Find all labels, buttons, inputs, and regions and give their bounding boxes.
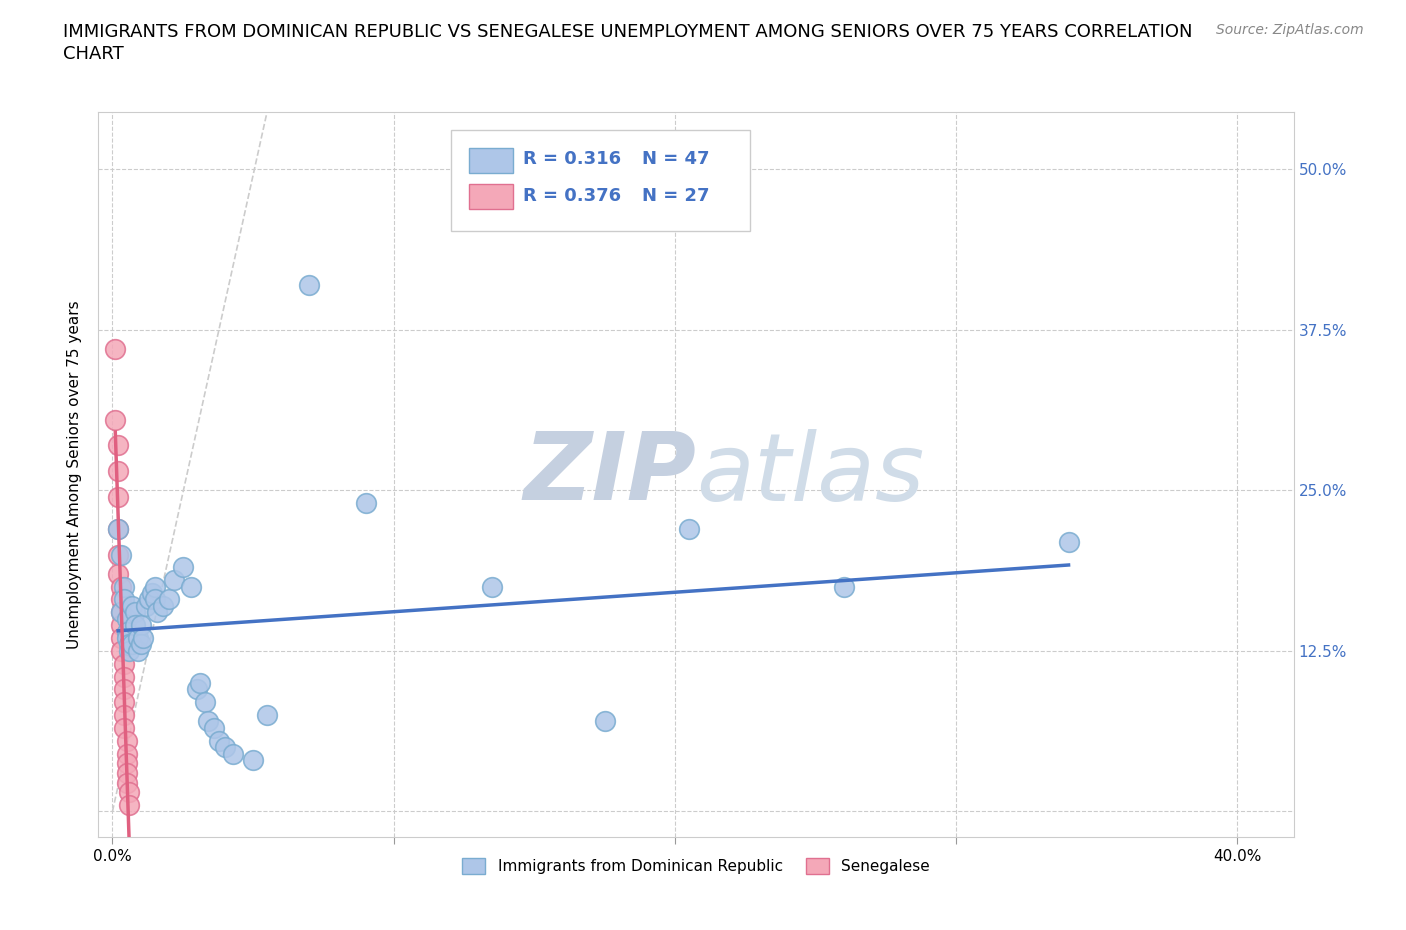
Point — [118, 797, 141, 812]
Point — [112, 695, 135, 710]
Point — [112, 657, 135, 671]
Point — [194, 695, 217, 710]
Point — [481, 579, 503, 594]
Text: R = 0.316: R = 0.316 — [523, 151, 621, 168]
FancyBboxPatch shape — [451, 130, 749, 232]
Point — [256, 708, 278, 723]
Point — [118, 785, 141, 800]
Text: R = 0.376: R = 0.376 — [523, 187, 621, 205]
Point — [127, 644, 149, 658]
Point — [298, 277, 321, 292]
Point — [115, 733, 138, 748]
Point — [115, 776, 138, 790]
Point — [107, 547, 129, 562]
Point — [115, 746, 138, 761]
Point — [208, 733, 231, 748]
Point — [121, 599, 143, 614]
Point — [118, 637, 141, 652]
Point — [163, 573, 186, 588]
Text: CHART: CHART — [63, 45, 124, 62]
Point — [138, 592, 160, 607]
Point — [107, 489, 129, 504]
Point — [832, 579, 855, 594]
Text: Source: ZipAtlas.com: Source: ZipAtlas.com — [1216, 23, 1364, 37]
Point — [152, 599, 174, 614]
Point — [110, 631, 132, 645]
Point — [1057, 534, 1080, 549]
Point — [146, 604, 169, 619]
Point — [124, 618, 146, 632]
Point — [157, 592, 180, 607]
Text: IMMIGRANTS FROM DOMINICAN REPUBLIC VS SENEGALESE UNEMPLOYMENT AMONG SENIORS OVER: IMMIGRANTS FROM DOMINICAN REPUBLIC VS SE… — [63, 23, 1192, 41]
Point — [107, 522, 129, 537]
Point — [132, 631, 155, 645]
FancyBboxPatch shape — [470, 184, 513, 209]
Point — [129, 637, 152, 652]
Point — [110, 547, 132, 562]
Text: N = 47: N = 47 — [643, 151, 710, 168]
Point — [115, 624, 138, 639]
Point — [127, 631, 149, 645]
Point — [678, 522, 700, 537]
Point — [121, 637, 143, 652]
Text: atlas: atlas — [696, 429, 924, 520]
Point — [112, 592, 135, 607]
Point — [115, 611, 138, 626]
Point — [112, 682, 135, 697]
Point — [112, 669, 135, 684]
Point — [143, 579, 166, 594]
Point — [110, 604, 132, 619]
Point — [124, 604, 146, 619]
Point — [354, 496, 377, 511]
Point — [129, 618, 152, 632]
Point — [186, 682, 208, 697]
Y-axis label: Unemployment Among Seniors over 75 years: Unemployment Among Seniors over 75 years — [67, 300, 83, 648]
Point — [118, 644, 141, 658]
Legend: Immigrants from Dominican Republic, Senegalese: Immigrants from Dominican Republic, Sene… — [457, 852, 935, 880]
Point — [172, 560, 194, 575]
Point — [115, 755, 138, 770]
Point — [110, 618, 132, 632]
Text: N = 27: N = 27 — [643, 187, 710, 205]
Point — [110, 604, 132, 619]
Point — [110, 579, 132, 594]
Point — [197, 714, 219, 729]
Point — [104, 412, 127, 427]
Point — [141, 586, 163, 601]
Point — [107, 522, 129, 537]
Point — [110, 644, 132, 658]
Point — [112, 721, 135, 736]
Text: ZIP: ZIP — [523, 429, 696, 520]
Point — [107, 464, 129, 479]
Point — [107, 438, 129, 453]
Point — [143, 592, 166, 607]
Point — [135, 599, 157, 614]
Point — [180, 579, 202, 594]
Point — [112, 708, 135, 723]
Point — [110, 592, 132, 607]
Point — [115, 631, 138, 645]
Point — [202, 721, 225, 736]
Point — [112, 579, 135, 594]
Point — [214, 739, 236, 754]
Point — [107, 566, 129, 581]
Point — [115, 765, 138, 780]
FancyBboxPatch shape — [470, 148, 513, 173]
Point — [104, 341, 127, 356]
Point — [188, 675, 211, 690]
Point — [242, 752, 264, 767]
Point — [222, 746, 245, 761]
Point — [593, 714, 616, 729]
